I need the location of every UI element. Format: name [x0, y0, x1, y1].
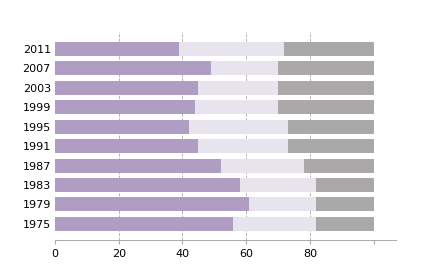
Bar: [278, 81, 374, 95]
Bar: [55, 197, 249, 211]
Bar: [316, 178, 374, 192]
Bar: [55, 178, 240, 192]
Bar: [55, 158, 221, 173]
Bar: [55, 42, 179, 56]
Bar: [55, 139, 198, 153]
Bar: [278, 61, 374, 75]
Bar: [234, 217, 316, 231]
Bar: [221, 158, 304, 173]
Bar: [189, 120, 288, 134]
Bar: [55, 100, 195, 114]
Bar: [240, 178, 316, 192]
Bar: [304, 158, 374, 173]
Bar: [179, 42, 284, 56]
Bar: [288, 120, 374, 134]
Bar: [278, 100, 374, 114]
Bar: [198, 81, 278, 95]
Bar: [55, 217, 234, 231]
Bar: [316, 217, 374, 231]
Bar: [195, 100, 278, 114]
Bar: [288, 139, 374, 153]
Bar: [211, 61, 278, 75]
Bar: [316, 197, 374, 211]
Bar: [55, 81, 198, 95]
Bar: [284, 42, 374, 56]
Bar: [198, 139, 288, 153]
Bar: [55, 61, 211, 75]
Bar: [249, 197, 316, 211]
Bar: [55, 120, 189, 134]
